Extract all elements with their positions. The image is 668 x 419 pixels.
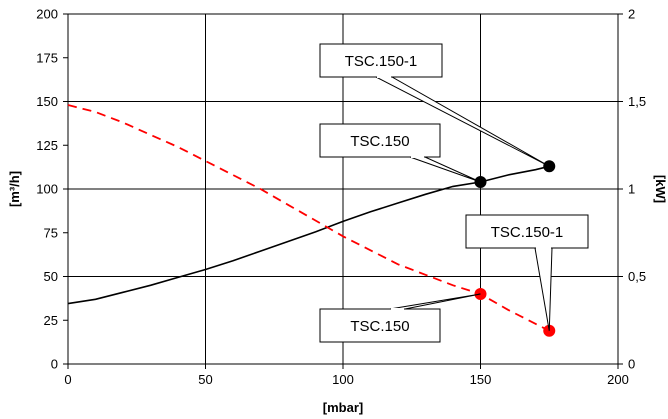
y-tick-label: 175 [36,50,58,65]
plot-frame [67,13,619,365]
y2-tick-label: 1,5 [628,94,646,109]
callout-label: TSC.150 [350,133,409,150]
callout-box [319,123,441,158]
callout-pointer [534,247,553,331]
y-tick-label: 75 [44,225,58,240]
y-tick-label: 0 [51,357,58,372]
callout-box [319,308,441,343]
x-tick-label: 100 [332,372,354,387]
y2-tick-label: 1 [628,182,635,197]
x-axis-title: [mbar] [323,400,363,415]
y-axis-title: [m³/h] [7,171,22,207]
callout-pointer [389,293,481,310]
callouts: TSC.150-1 TSC.150 TSC.150-1 TSC.150 [319,43,589,343]
y-tick-label: 100 [36,182,58,197]
callout-label: TSC.150 [350,318,409,335]
y-tick-label: 50 [44,269,58,284]
tick-labels: 0 50 100 150 200025507510012515017520000,511… [36,7,646,388]
x-tick-label: 200 [607,372,629,387]
y2-axis-title: [kW] [653,175,668,203]
x-tick-label: 50 [198,372,212,387]
y2-tick-label: 2 [628,7,635,22]
x-tick-label: 150 [470,372,492,387]
callout-label: TSC.150-1 [345,53,418,70]
y-tick-label: 25 [44,313,58,328]
y-tick-label: 150 [36,94,58,109]
y-tick-label: 125 [36,138,58,153]
y2-tick-label: 0,5 [628,269,646,284]
x-tick-label: 0 [64,372,71,387]
y-tick-label: 200 [36,7,58,22]
y2-tick-label: 0 [628,357,635,372]
callout-label: TSC.150-1 [491,224,564,241]
callout-pointer [409,156,481,183]
callout-box [465,214,589,249]
